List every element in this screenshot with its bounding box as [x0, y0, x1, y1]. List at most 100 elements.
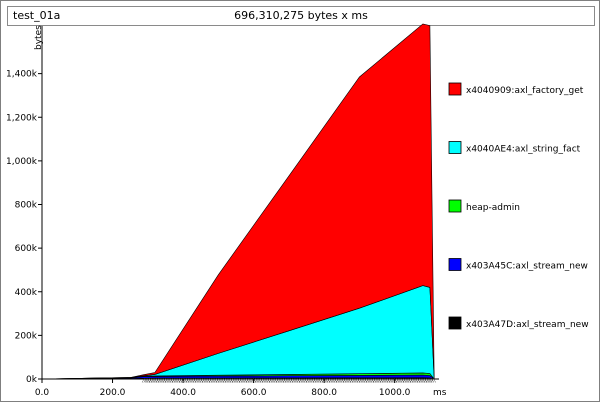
sample-marker	[298, 377, 304, 383]
sample-marker	[401, 377, 406, 383]
sample-marker	[208, 377, 214, 383]
y-tick-label: 0k	[26, 375, 38, 385]
sample-marker	[418, 377, 424, 383]
sample-marker	[184, 377, 190, 383]
sample-marker	[362, 377, 368, 383]
sample-marker	[222, 377, 228, 383]
sample-marker	[260, 377, 265, 383]
sample-marker	[327, 377, 332, 383]
sample-marker	[402, 377, 408, 383]
sample-marker	[297, 377, 302, 383]
sample-marker	[191, 377, 197, 383]
sample-marker	[385, 377, 391, 383]
sample-marker	[268, 377, 274, 383]
sample-marker	[386, 377, 392, 383]
sample-marker	[263, 377, 269, 383]
sample-marker	[230, 377, 235, 383]
sample-marker	[431, 377, 436, 383]
sample-marker	[189, 377, 195, 383]
legend-swatch	[448, 316, 462, 330]
sample-marker	[185, 377, 191, 383]
sample-marker	[200, 377, 205, 383]
program-name: test_01a	[13, 9, 61, 22]
sample-marker	[205, 377, 211, 383]
x-axis-label: ms	[433, 388, 447, 398]
sample-marker	[406, 377, 412, 383]
sample-marker	[429, 377, 435, 383]
sample-marker	[346, 377, 352, 383]
sample-marker	[245, 377, 251, 383]
sample-marker	[339, 377, 345, 383]
sample-marker	[270, 377, 276, 383]
sample-marker	[242, 377, 248, 383]
sample-marker	[163, 377, 168, 383]
sample-marker	[161, 377, 167, 383]
sample-marker	[256, 377, 262, 383]
sample-marker	[379, 377, 385, 383]
sample-marker	[341, 377, 346, 383]
sample-marker	[335, 377, 341, 383]
sample-marker	[196, 377, 202, 383]
sample-marker	[284, 377, 290, 383]
sample-marker	[328, 377, 334, 383]
y-tick-label: 800k	[15, 201, 38, 211]
sample-marker	[300, 377, 306, 383]
sample-marker	[258, 377, 264, 383]
sample-marker	[371, 377, 376, 383]
sample-marker	[392, 377, 398, 383]
sample-marker	[214, 377, 219, 383]
sample-marker	[334, 377, 339, 383]
sample-marker	[166, 377, 172, 383]
sample-marker	[286, 377, 292, 383]
legend-label: x403A45C:axl_stream_new	[466, 262, 588, 272]
sample-marker	[321, 377, 327, 383]
legend-label: x403A47D:axl_stream_new	[466, 320, 589, 330]
legend-label: x4040AE4:axl_string_fact	[466, 145, 581, 155]
sample-marker	[221, 377, 227, 383]
sample-marker	[194, 377, 200, 383]
sample-marker	[291, 377, 297, 383]
legend-swatch	[448, 258, 462, 271]
legend-label: heap-admin	[466, 203, 520, 213]
sample-marker	[427, 377, 433, 383]
sample-marker	[305, 377, 311, 383]
sample-marker	[395, 377, 401, 383]
sample-marker	[279, 377, 285, 383]
sample-marker	[164, 377, 170, 383]
sample-marker	[289, 377, 295, 383]
sample-marker	[415, 377, 421, 383]
sample-marker	[201, 377, 207, 383]
sample-marker	[364, 377, 369, 383]
sample-marker	[404, 377, 410, 383]
sample-marker	[378, 377, 383, 383]
sample-marker	[198, 377, 204, 383]
sample-marker	[180, 377, 186, 383]
sample-marker	[420, 377, 426, 383]
sample-marker	[224, 377, 230, 383]
sample-marker	[309, 377, 315, 383]
sample-marker	[288, 377, 294, 383]
sample-marker	[349, 377, 355, 383]
sample-marker	[244, 377, 249, 383]
sample-marker	[295, 377, 301, 383]
y-axis-label: bytes	[34, 25, 44, 50]
sample-marker	[316, 377, 322, 383]
area-series-group	[41, 23, 435, 380]
sample-marker	[383, 377, 389, 383]
sample-marker	[187, 377, 193, 383]
sample-marker	[422, 377, 428, 383]
x-tick-label: 200.0	[100, 388, 126, 398]
sample-marker	[173, 377, 179, 383]
x-tick-label: 400.0	[170, 388, 196, 398]
sample-marker	[358, 377, 364, 383]
sample-marker	[237, 377, 242, 383]
sample-marker	[251, 377, 257, 383]
sample-marker	[152, 377, 158, 383]
sample-marker	[254, 377, 260, 383]
sample-marker	[148, 377, 154, 383]
sample-marker	[240, 377, 246, 383]
legend-label: x4040909:axl_factory_get	[466, 86, 584, 96]
sample-marker	[356, 377, 362, 383]
sample-marker	[408, 377, 413, 383]
